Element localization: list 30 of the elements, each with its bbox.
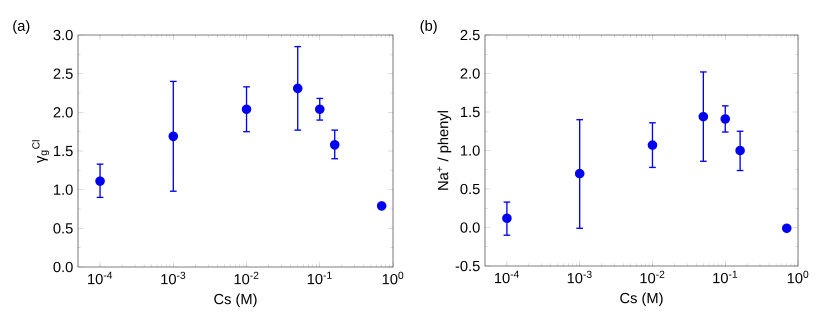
- y-tick-label: 1.0: [54, 184, 73, 195]
- y-tick-label: 0.5: [53, 223, 73, 234]
- x-tick-label: 10$^{-2}$: [234, 272, 258, 284]
- y-axis-title: Na$^{+}$ / phenyl: [436, 111, 452, 190]
- x-tick-label: 10$^{0}$: [788, 270, 808, 284]
- x-tick-label: 10$^{-3}$: [161, 272, 186, 284]
- y-tick-label: 1.5: [54, 146, 73, 156]
- y-tick-label: 1.0: [461, 145, 480, 156]
- x-tick-label: 10$^{-1}$: [713, 270, 738, 284]
- x-axis-title: Cs (M): [214, 293, 257, 308]
- y-tick-label: -0.5: [456, 260, 480, 272]
- chart-title: (a): [13, 20, 30, 34]
- y-tick-label: 2.5: [460, 30, 480, 40]
- y-tick-label: 2.5: [54, 68, 73, 79]
- y-tick-label: 0.0: [460, 222, 480, 233]
- y-tick-label: 0.5: [460, 184, 480, 194]
- x-tick-label: 10$^{-2}$: [640, 270, 664, 284]
- x-tick-label: 10$^{-4}$: [88, 272, 112, 284]
- x-tick-label: 10$^{-1}$: [308, 272, 332, 284]
- x-tick-label: 10$^{0}$: [382, 272, 404, 284]
- x-tick-label: 10$^{-3}$: [568, 270, 592, 284]
- x-tick-label: 10$^{-4}$: [494, 270, 520, 284]
- x-axis-title: Cs (M): [620, 292, 663, 306]
- y-tick-label: 3.0: [53, 30, 73, 40]
- chart-title: (b): [420, 20, 437, 34]
- y-tick-label: 2.0: [54, 107, 73, 118]
- y-tick-label: 1.5: [461, 106, 480, 118]
- y-axis-title: γ$_{g}$Cl: [32, 140, 50, 163]
- y-tick-label: 0.0: [53, 262, 73, 272]
- y-tick-label: 2.0: [460, 68, 480, 79]
